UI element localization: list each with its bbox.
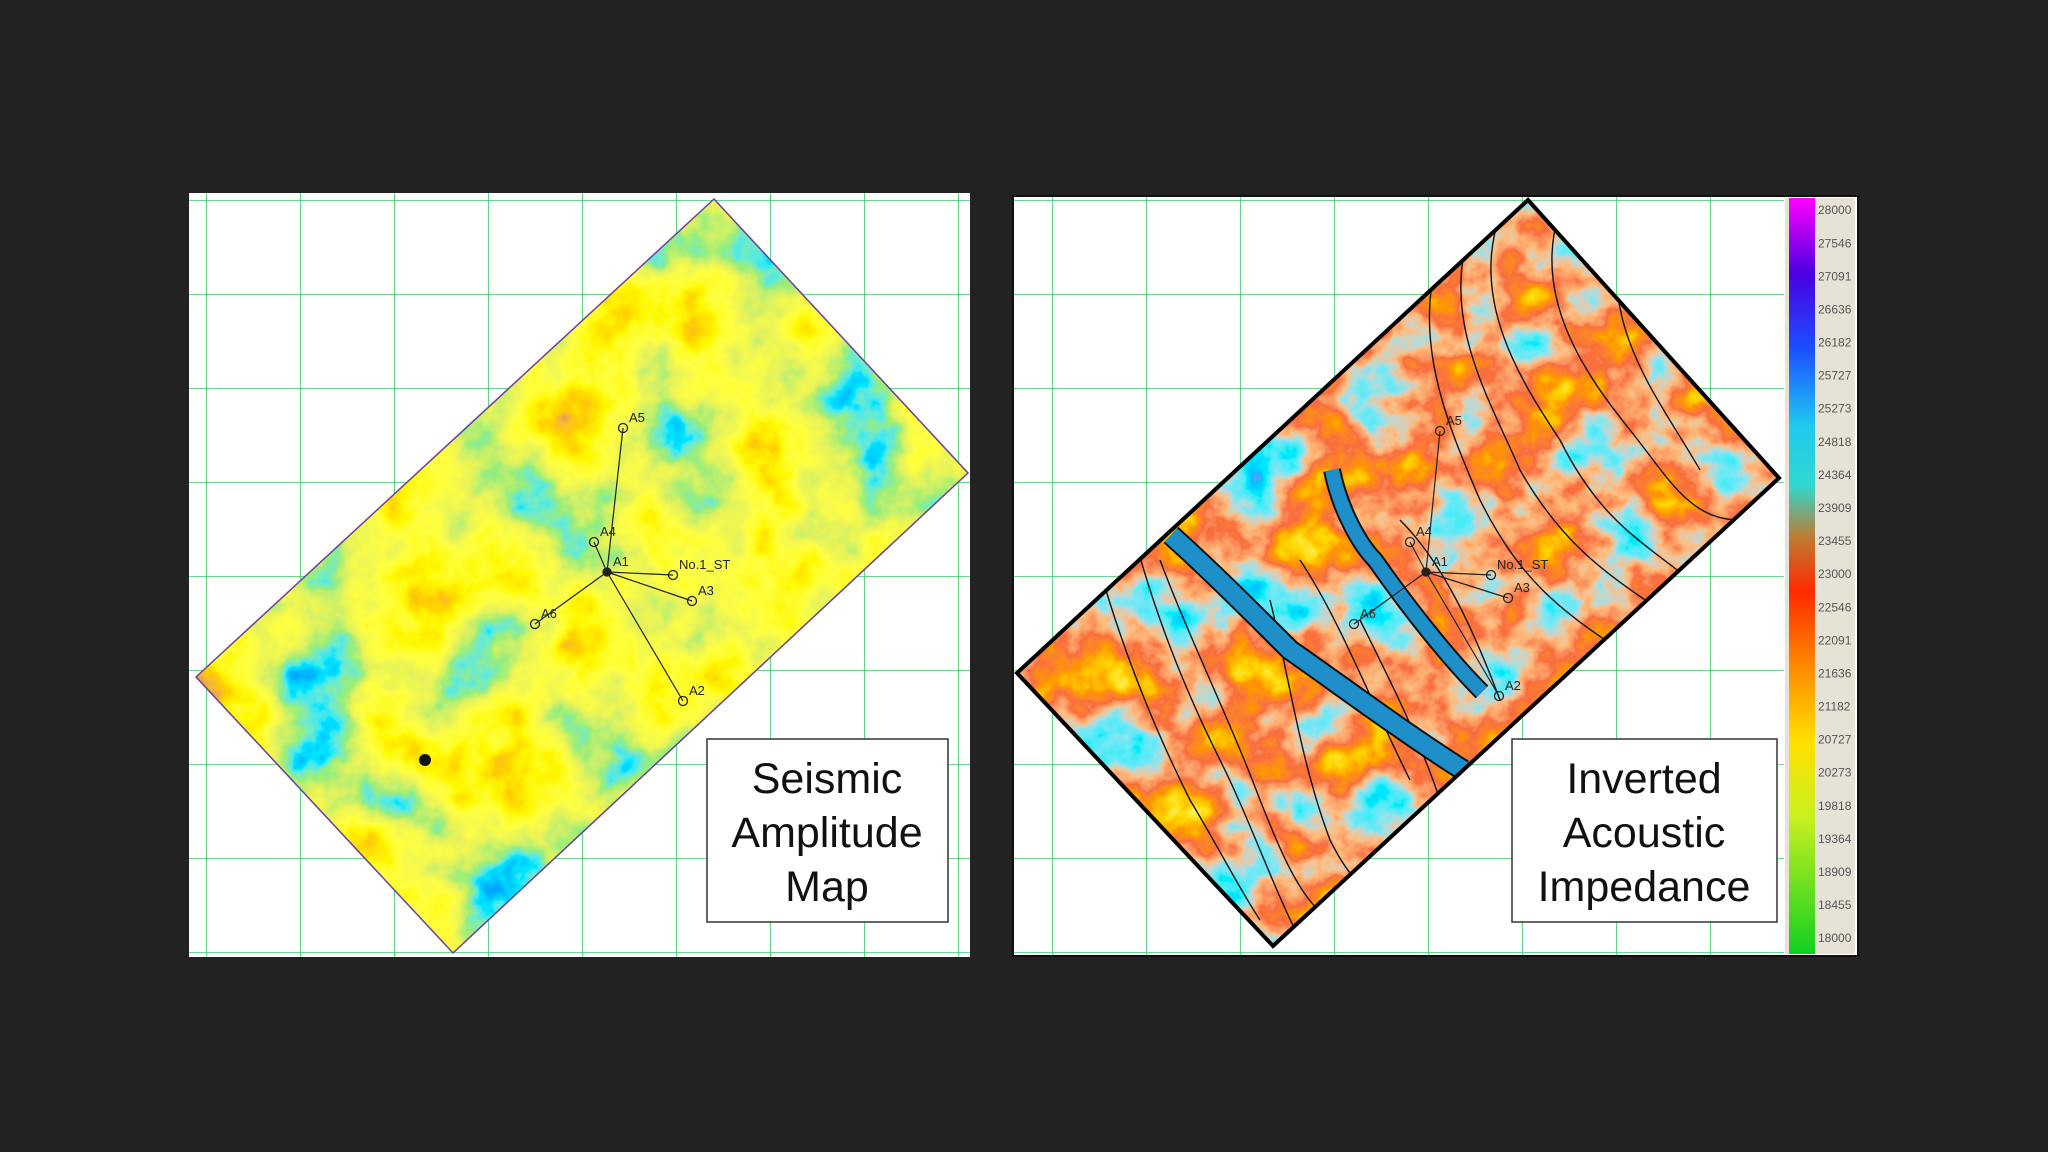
well-path: [606, 571, 684, 702]
colorbar-tick-label: 20727: [1818, 733, 1852, 747]
label-line: Amplitude: [731, 809, 922, 857]
colorbar-tick-label: 21636: [1818, 666, 1852, 680]
colorbar-tick-label: 18455: [1818, 898, 1852, 912]
well-label: A4: [1416, 524, 1432, 539]
channels: [1163, 468, 1489, 780]
well-path: [1425, 571, 1492, 576]
colorbar: [1789, 198, 1815, 954]
colorbar-tick-label: 27091: [1818, 269, 1852, 283]
well: [529, 618, 541, 630]
colorbar-tick-label: 24818: [1818, 435, 1852, 449]
well: [588, 536, 600, 548]
well: [1348, 618, 1360, 630]
contours: [1099, 209, 1741, 941]
wells: A1 A2 A3 A4 A5 A6 No.1_ST: [529, 410, 730, 707]
colorbar-ticks: 28000 27546 27091 26636 26182 25727 25273 24818…: [1818, 203, 1852, 945]
well-path: [534, 571, 608, 625]
well: [1404, 536, 1416, 548]
label-box: [1511, 738, 1778, 923]
well-path: [1409, 541, 1427, 573]
well-path: [593, 541, 608, 573]
well: [667, 569, 679, 581]
colorbar-tick-label: 18909: [1818, 865, 1852, 879]
well-label: A6: [541, 606, 557, 621]
colorbar-tick-label: 20273: [1818, 766, 1852, 780]
well-label: A6: [1360, 606, 1376, 621]
well-label: A2: [689, 683, 705, 698]
well-label: A1: [613, 554, 629, 569]
colorbar-tick-label: 23455: [1818, 534, 1852, 548]
well: [1434, 425, 1446, 437]
wells: A1 A2 A3 A4 A5 A6 No.1_ST: [1348, 413, 1548, 702]
marker: [419, 754, 431, 766]
well: [617, 422, 629, 434]
well-label: A1: [1432, 554, 1448, 569]
well-path: [606, 427, 624, 573]
colorbar-tick-label: 18000: [1818, 931, 1852, 945]
colorbar-tick-label: 21182: [1818, 700, 1851, 714]
well: [686, 595, 698, 607]
colorbar-tick-label: 27546: [1818, 236, 1852, 250]
well-path: [606, 571, 693, 602]
well-path: [1353, 571, 1427, 625]
label-box: [706, 738, 949, 923]
colorbar-tick-label: 19818: [1818, 799, 1852, 813]
well-path: [1425, 430, 1441, 573]
well-label: A4: [600, 524, 616, 539]
well: [1485, 569, 1497, 581]
colorbar-tick-label: 28000: [1818, 203, 1852, 217]
survey-outline: [194, 197, 970, 955]
well-path: [606, 571, 674, 576]
colorbar-tick-label: 23909: [1818, 501, 1852, 515]
colorbar-tick-label: 22546: [1818, 600, 1852, 614]
well-label: A2: [1505, 678, 1521, 693]
well: [1502, 592, 1514, 604]
well: [1493, 690, 1505, 702]
well: [677, 695, 689, 707]
well-label: A3: [698, 583, 714, 598]
colorbar-tick-label: 26636: [1818, 302, 1852, 316]
colorbar-tick-label: 22091: [1818, 633, 1852, 647]
label-line: Impedance: [1538, 863, 1751, 911]
well-path: [1425, 571, 1500, 697]
label-line: Seismic: [752, 755, 903, 803]
label-line: Acoustic: [1563, 809, 1726, 857]
colorbar-tick-label: 26182: [1818, 336, 1852, 350]
colorbar-tick-label: 24364: [1818, 468, 1852, 482]
survey-outline: [1014, 197, 1782, 949]
colorbar-tick-label: 19364: [1818, 832, 1852, 846]
colorbar-tick-label: 25727: [1818, 369, 1852, 383]
well-label: A5: [1446, 413, 1462, 428]
well-path: [1425, 571, 1509, 599]
colorbar-tick-label: 25273: [1818, 402, 1852, 416]
label-line: Map: [785, 863, 869, 911]
well-label: No.1_ST: [679, 557, 730, 572]
well-label: A5: [629, 410, 645, 425]
colorbar-tick-label: 23000: [1818, 567, 1852, 581]
well-label: No.1_ST: [1497, 557, 1548, 572]
well-label: A3: [1514, 580, 1530, 595]
label-line: Inverted: [1566, 755, 1721, 803]
